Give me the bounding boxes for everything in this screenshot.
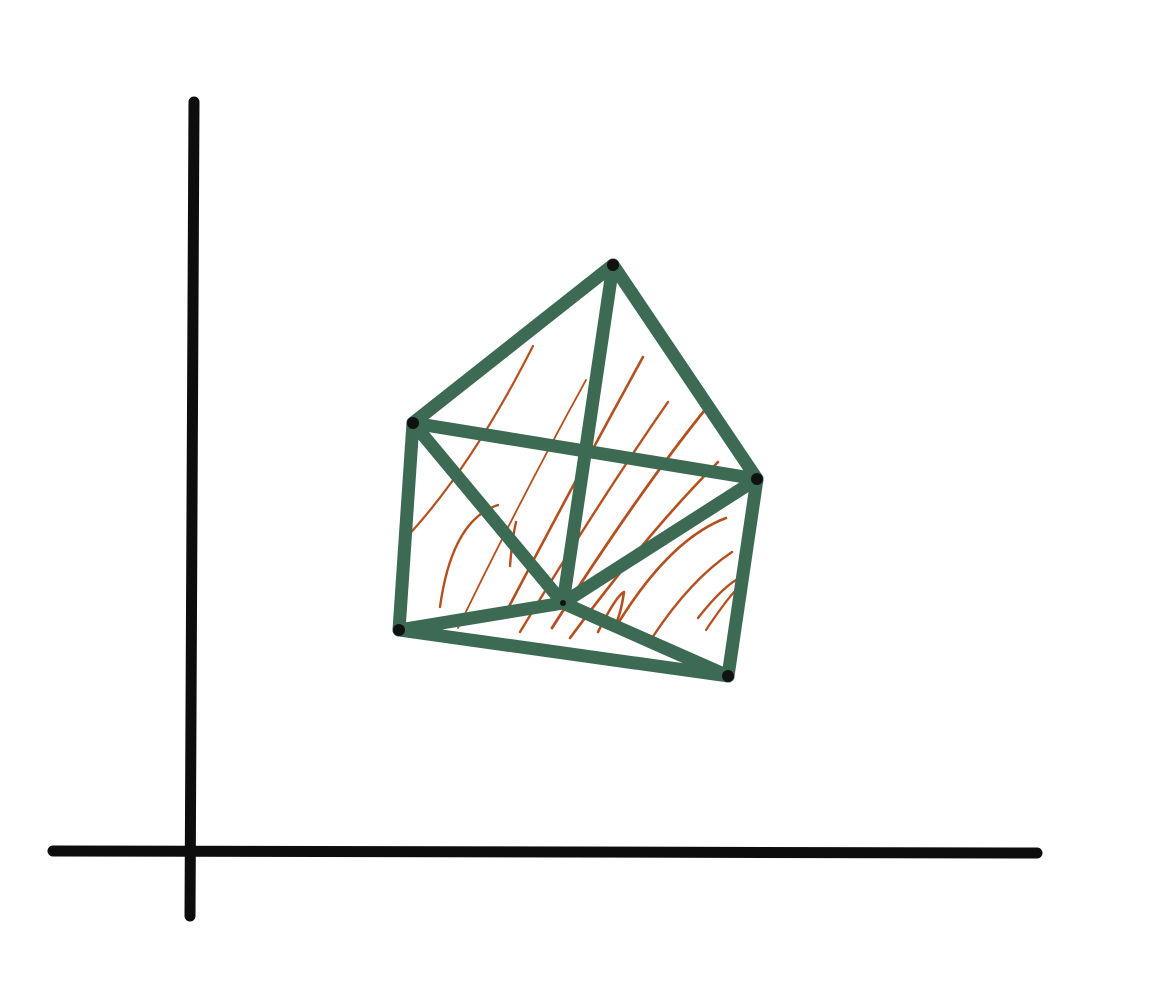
edge-left-bottom-center	[392, 596, 570, 637]
solid-edges	[392, 258, 764, 683]
hatch-stroke	[402, 344, 535, 542]
vertex-apex	[607, 259, 619, 271]
edge-right-bottom-right	[721, 472, 764, 683]
edge-left-top-left-bottom	[392, 416, 420, 637]
hatch-stroke	[650, 550, 734, 640]
edge-apex-center	[556, 258, 620, 610]
hatch-stroke	[457, 379, 587, 629]
hatch-stroke	[501, 355, 645, 620]
vertex-bottom-right	[722, 670, 734, 682]
edge-apex-right	[606, 258, 764, 486]
vertex-left-bottom	[393, 624, 405, 636]
vertical-axis	[184, 96, 200, 922]
horizontal-axis	[47, 845, 1043, 859]
hatch-stroke	[696, 578, 738, 620]
vertex-center	[560, 600, 566, 606]
edge-apex-left-top	[406, 258, 620, 430]
hatch-stroke	[612, 516, 728, 632]
axes	[47, 96, 1043, 922]
vertex-left-top	[407, 417, 419, 429]
vertex-right	[751, 473, 763, 485]
edge-left-top-right	[406, 416, 764, 486]
edge-right-center	[556, 472, 764, 610]
solid-vertices	[393, 259, 763, 682]
edge-left-top-center	[406, 416, 570, 610]
hatch-stroke	[518, 400, 670, 634]
edge-center-bottom-right	[556, 596, 735, 683]
hatch-stroke	[704, 590, 736, 632]
edge-left-bottom-bottom-right	[392, 623, 735, 683]
